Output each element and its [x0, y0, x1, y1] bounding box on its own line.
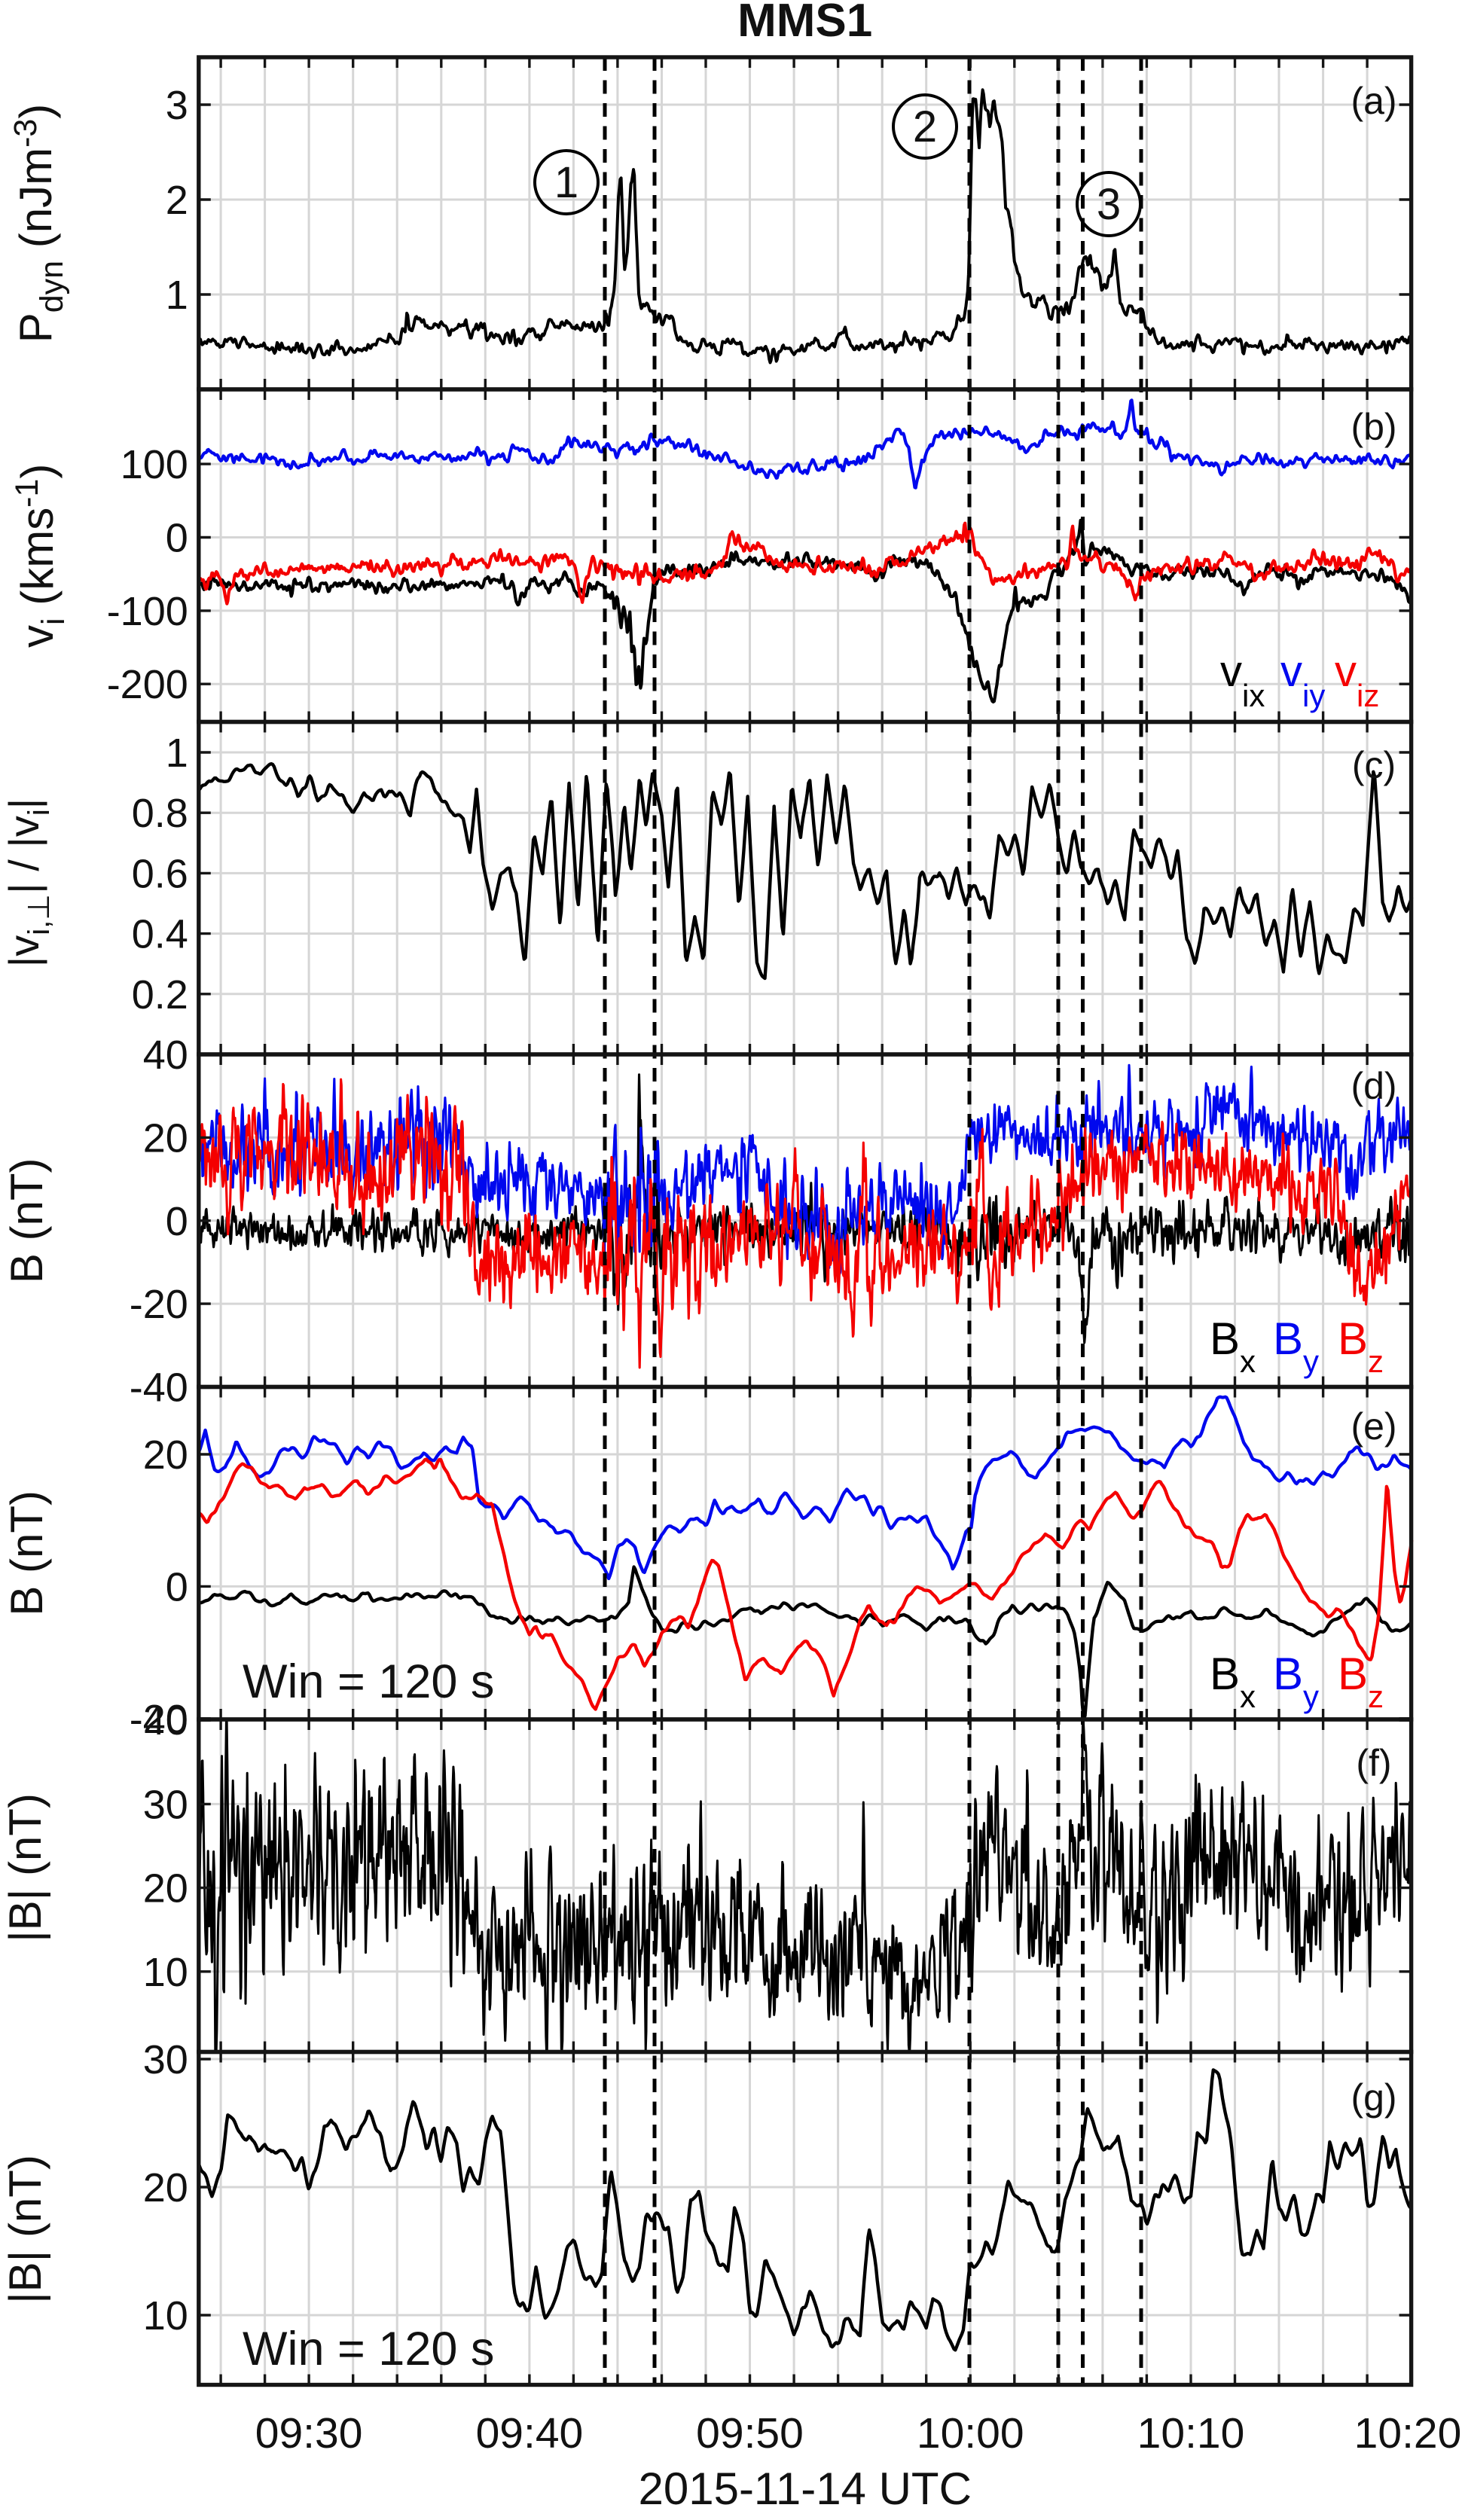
svg-text:09:40: 09:40 [476, 2409, 584, 2457]
svg-text:20: 20 [143, 1115, 188, 1161]
svg-text:30: 30 [143, 1782, 188, 1827]
svg-text:-100: -100 [107, 589, 188, 634]
svg-text:B (nT): B (nT) [2, 1158, 52, 1283]
svg-text:20: 20 [143, 1432, 188, 1478]
svg-text:30: 30 [143, 2037, 188, 2082]
svg-text:3: 3 [1097, 180, 1121, 229]
svg-text:1: 1 [166, 731, 188, 776]
svg-text:|B| (nT): |B| (nT) [0, 1793, 50, 1942]
svg-text:-40: -40 [130, 1365, 188, 1411]
svg-text:09:50: 09:50 [696, 2409, 804, 2457]
svg-text:10:00: 10:00 [917, 2409, 1024, 2457]
svg-text:09:30: 09:30 [255, 2409, 363, 2457]
svg-text:3: 3 [166, 83, 188, 128]
svg-text:B (nT): B (nT) [2, 1490, 52, 1616]
svg-text:|vi,⊥| / |vi|: |vi,⊥| / |vi| [0, 798, 56, 968]
svg-text:-20: -20 [130, 1282, 188, 1327]
svg-text:0.8: 0.8 [132, 791, 188, 836]
svg-text:0: 0 [166, 1564, 188, 1609]
svg-text:0.4: 0.4 [132, 912, 188, 957]
svg-text:2: 2 [913, 102, 937, 151]
svg-text:(a): (a) [1351, 80, 1396, 122]
svg-text:10:20: 10:20 [1354, 2409, 1462, 2457]
svg-text:40: 40 [143, 1698, 188, 1744]
svg-text:0: 0 [166, 1199, 188, 1244]
svg-text:(e): (e) [1351, 1405, 1396, 1448]
svg-text:40: 40 [143, 1033, 188, 1078]
svg-text:0: 0 [166, 516, 188, 561]
svg-text:0.2: 0.2 [132, 972, 188, 1017]
svg-text:MMS1: MMS1 [737, 0, 872, 47]
svg-text:1: 1 [166, 273, 188, 318]
svg-text:2015-11-14 UTC: 2015-11-14 UTC [638, 2464, 971, 2514]
svg-text:1: 1 [554, 158, 578, 207]
svg-text:(d): (d) [1351, 1065, 1396, 1107]
svg-text:(f): (f) [1356, 1742, 1391, 1784]
svg-text:Win = 120 s: Win = 120 s [243, 1655, 494, 1708]
svg-text:0.6: 0.6 [132, 851, 188, 896]
svg-text:100: 100 [121, 442, 188, 487]
svg-text:10:10: 10:10 [1137, 2409, 1245, 2457]
svg-text:10: 10 [143, 1950, 188, 1995]
svg-text:(c): (c) [1352, 744, 1396, 786]
svg-text:Win = 120 s: Win = 120 s [243, 2323, 494, 2375]
svg-text:(g): (g) [1351, 2076, 1396, 2119]
svg-text:(b): (b) [1351, 406, 1396, 448]
svg-text:10: 10 [143, 2293, 188, 2338]
svg-text:|B| (nT): |B| (nT) [0, 2155, 50, 2304]
svg-text:-20: -20 [130, 1697, 188, 1742]
svg-text:2: 2 [166, 178, 188, 223]
svg-text:20: 20 [143, 1866, 188, 1911]
svg-text:-200: -200 [107, 662, 188, 707]
svg-text:20: 20 [143, 2165, 188, 2210]
